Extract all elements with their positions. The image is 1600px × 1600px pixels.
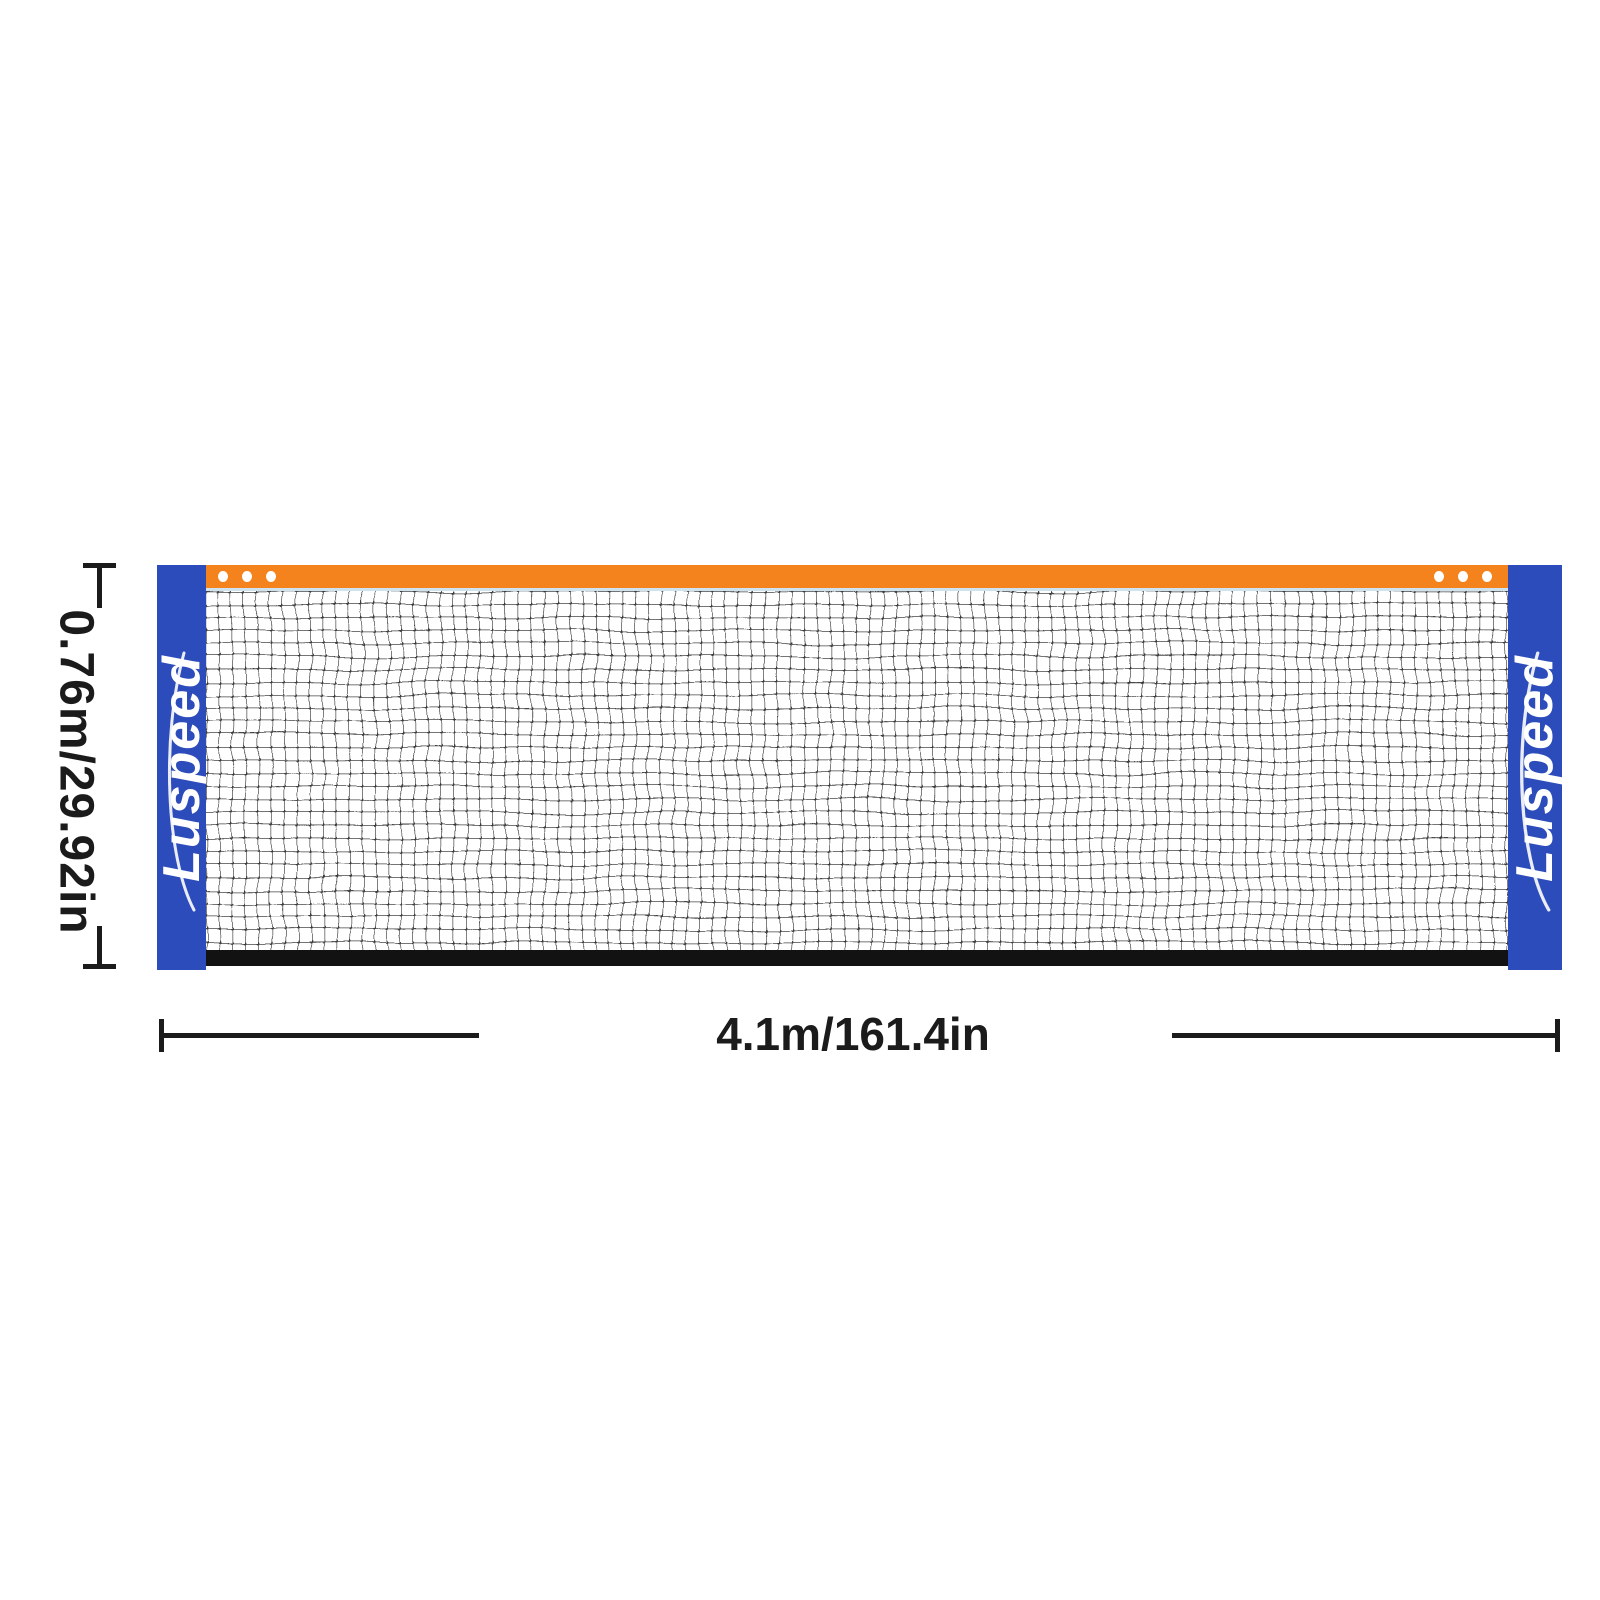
net-mesh-pattern — [206, 591, 1508, 950]
logo-swoosh-icon — [167, 651, 196, 912]
grommet-dot — [242, 571, 252, 582]
net-top-tape — [206, 565, 1508, 588]
height-dim-tick-bottom-bar — [83, 964, 116, 969]
grommet-dot — [266, 571, 276, 582]
width-dimension-label: 4.1m/161.4in — [716, 1008, 990, 1060]
grommet-group-left — [218, 571, 276, 582]
grommet-dot — [1458, 571, 1468, 582]
net-bottom-tape — [206, 950, 1508, 966]
net-post-band-right: Luspeed — [1506, 565, 1564, 970]
net-center — [206, 565, 1508, 970]
grommet-group-right — [1434, 571, 1492, 582]
width-dim-line-left — [161, 1033, 479, 1038]
grommet-dot — [1434, 571, 1444, 582]
net-post-band-left: Luspeed — [152, 565, 211, 970]
net-mesh-area — [206, 591, 1508, 950]
grommet-dot — [218, 571, 228, 582]
width-dim-line-right — [1172, 1033, 1558, 1038]
grommet-dot — [1482, 571, 1492, 582]
brand-logo-text: Luspeed — [1506, 653, 1564, 882]
height-dim-tick-bottom-stem — [97, 926, 102, 964]
net-assembly: Luspeed — [152, 565, 1564, 970]
net-cord — [206, 588, 1508, 591]
brand-logo-text: Luspeed — [152, 653, 211, 882]
logo-swoosh-icon — [1520, 651, 1551, 912]
height-dimension-label: 0.76m/29.92in — [49, 609, 103, 935]
width-dim-tick-right — [1555, 1019, 1560, 1052]
height-dim-tick-top-bar — [83, 563, 116, 568]
height-dim-tick-top-stem — [97, 568, 102, 608]
